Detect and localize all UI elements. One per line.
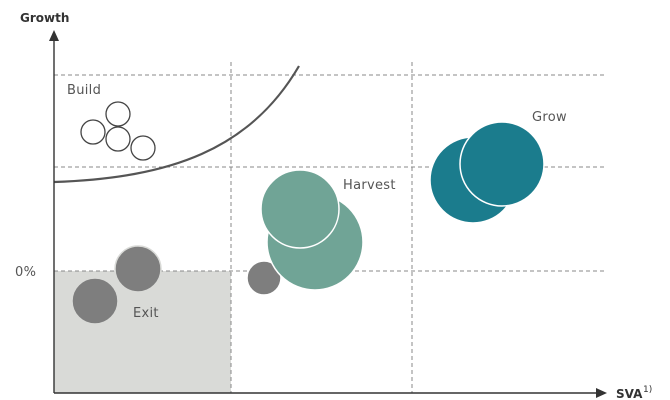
harvest-label: Harvest [343,178,396,193]
harvest-bubble-small [246,260,282,296]
harvest-bubbles [246,169,364,296]
harvest-bubble [260,169,340,249]
build-bubble [105,126,131,152]
x-axis-title-superscript: 1) [643,385,652,395]
build-label: Build [67,83,101,98]
y-axis-arrowhead [49,30,59,41]
build-bubble [105,101,131,127]
axes [53,38,598,394]
build-bubbles [80,101,156,161]
build-bubble [130,135,156,161]
exit-bubbles [71,245,162,325]
exit-bubble [71,277,119,325]
y-axis-title: Growth [20,11,69,25]
exit-label: Exit [133,306,159,321]
build-boundary-curve [53,65,300,184]
zero-growth-label: 0% [15,265,36,280]
build-bubble [80,119,106,145]
grow-bubbles [429,121,545,224]
x-axis-arrowhead [596,388,607,398]
grow-label: Grow [532,110,567,125]
grow-bubble [459,121,545,207]
x-axis-title: SVA [616,387,643,400]
exit-bubble [114,245,162,293]
